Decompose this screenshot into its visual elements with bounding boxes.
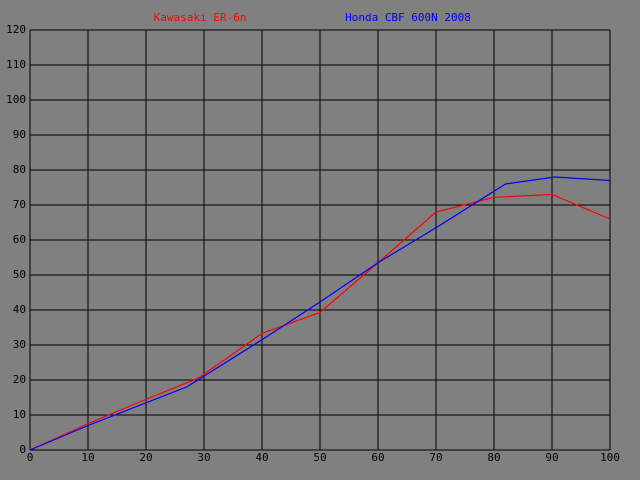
series-line <box>29 193 611 451</box>
legend-entry: Honda CBF 600N 2008 <box>345 11 471 24</box>
x-tick-label: 30 <box>197 451 210 464</box>
y-tick-label: 90 <box>13 128 26 141</box>
x-tick-label: 60 <box>371 451 384 464</box>
y-tick-label: 40 <box>13 303 26 316</box>
y-tick-label: 60 <box>13 233 26 246</box>
x-tick-label: 100 <box>600 451 620 464</box>
x-tick-label: 70 <box>429 451 442 464</box>
x-tick-label: 20 <box>139 451 152 464</box>
y-tick-label: 110 <box>6 58 26 71</box>
y-tick-label: 30 <box>13 338 26 351</box>
x-tick-label: 50 <box>313 451 326 464</box>
y-tick-label: 70 <box>13 198 26 211</box>
x-tick-label: 40 <box>255 451 268 464</box>
x-tick-label: 80 <box>487 451 500 464</box>
y-tick-label: 120 <box>6 23 26 36</box>
x-tick-label: 90 <box>545 451 558 464</box>
y-tick-label: 50 <box>13 268 26 281</box>
x-tick-label: 10 <box>81 451 94 464</box>
y-tick-label: 20 <box>13 373 26 386</box>
y-tick-label: 100 <box>6 93 26 106</box>
legend-entry: Kawasaki ER-6n <box>154 11 247 24</box>
x-tick-label: 0 <box>27 451 34 464</box>
series-line <box>29 176 611 451</box>
y-tick-label: 80 <box>13 163 26 176</box>
y-tick-label: 0 <box>19 443 26 456</box>
y-tick-label: 10 <box>13 408 26 421</box>
